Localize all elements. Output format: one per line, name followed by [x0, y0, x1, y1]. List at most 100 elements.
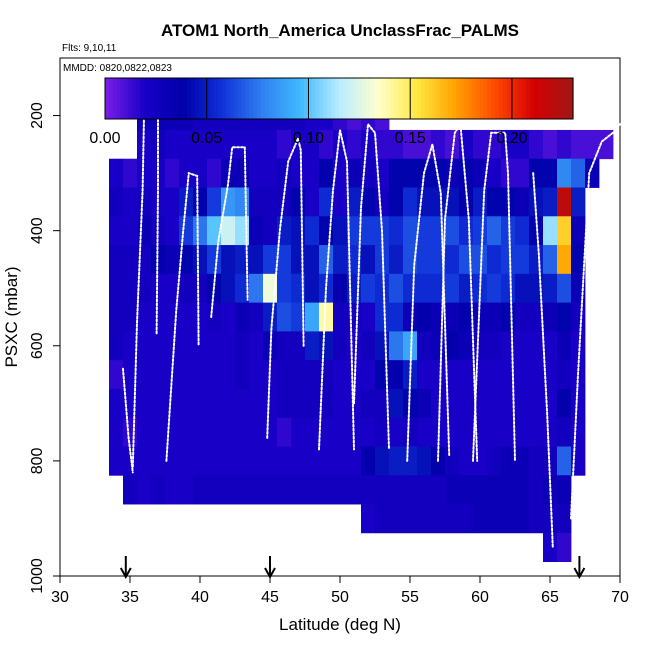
colorbar-segment	[428, 78, 434, 119]
heatmap-cell	[389, 129, 404, 160]
heatmap-cell	[165, 388, 180, 419]
colorbar-segment	[288, 78, 293, 119]
heatmap-cell	[263, 158, 278, 188]
heatmap-cell	[459, 187, 474, 217]
colorbar-segment	[549, 78, 555, 119]
colorbar-segment	[342, 78, 348, 119]
heatmap-cell	[375, 273, 390, 304]
flights-label: Flts: 9,10,11	[62, 43, 117, 54]
heatmap-cell	[319, 388, 334, 419]
heatmap-cell	[305, 158, 320, 188]
heatmap-cell	[179, 158, 194, 188]
colorbar-segment	[214, 78, 219, 119]
colorbar-segment	[510, 78, 516, 119]
heatmap-cell	[207, 187, 222, 217]
heatmap-cell	[165, 216, 180, 246]
colorbar-segment	[534, 78, 539, 119]
colorbar-segment	[335, 78, 340, 119]
heatmap-cell	[179, 273, 194, 304]
colorbar-segment	[311, 78, 317, 119]
heatmap-cell	[375, 446, 390, 476]
heatmap-cell	[487, 187, 502, 217]
heatmap-cell	[333, 331, 348, 361]
heatmap-cell	[515, 245, 530, 275]
colorbar-segment	[183, 78, 188, 119]
heatmap-cell	[277, 475, 292, 505]
x-tick-label: 40	[191, 589, 209, 606]
heatmap-cell	[543, 532, 558, 563]
heatmap-cell	[151, 302, 166, 332]
heatmap-cell	[445, 129, 460, 160]
colorbar-segment	[323, 78, 328, 119]
heatmap-cell	[207, 216, 222, 246]
colorbar-segment	[459, 78, 465, 119]
heatmap-cell	[473, 475, 488, 505]
colorbar-segment	[491, 78, 496, 119]
heatmap-cell	[179, 302, 194, 332]
heatmap-cell	[557, 158, 572, 188]
heatmap-cell	[361, 273, 376, 304]
heatmap-cell	[417, 446, 432, 476]
heatmap-cell	[361, 129, 376, 160]
heatmap-cell	[165, 273, 180, 304]
heatmap-cell	[123, 245, 138, 275]
heatmap-cell	[347, 216, 362, 246]
track-66-70	[570, 123, 621, 520]
heatmap-cell	[445, 504, 460, 534]
colorbar-segment	[487, 78, 492, 119]
heatmap-cell	[431, 388, 446, 419]
heatmap-cell	[529, 129, 544, 160]
heatmap-cell	[165, 129, 180, 160]
heatmap-cell	[109, 360, 124, 390]
heatmap-cell	[137, 446, 152, 476]
heatmap-cell	[221, 388, 236, 419]
heatmap-cell	[179, 388, 194, 419]
heatmap-cell	[375, 331, 390, 361]
x-tick-label: 45	[261, 589, 279, 606]
heatmap-cell	[123, 216, 138, 246]
heatmap-cell	[361, 216, 376, 246]
heatmap-cell	[417, 388, 432, 419]
colorbar-segment	[537, 78, 543, 119]
heatmap-cell	[165, 158, 180, 188]
colorbar-segment	[132, 78, 137, 119]
colorbar-segment	[206, 78, 211, 119]
heatmap-cell	[137, 187, 152, 217]
heatmap-cell	[137, 475, 152, 505]
colorbar-segment	[163, 78, 168, 119]
heatmap-cell	[501, 302, 516, 332]
heatmap-cell	[137, 388, 152, 419]
heatmap-cell	[305, 187, 320, 217]
heatmap-cell	[193, 360, 208, 390]
colorbar-segment	[471, 78, 477, 119]
track-55-57	[406, 144, 451, 462]
heatmap-cell	[347, 475, 362, 505]
colorbar-segment	[327, 78, 332, 119]
heatmap-cell	[515, 417, 530, 447]
heatmap-cell	[403, 302, 418, 332]
colorbar-segment	[370, 78, 375, 119]
heatmap-cell	[235, 273, 250, 304]
heatmap-cell	[305, 216, 320, 246]
heatmap-cell	[361, 187, 376, 217]
x-tick-label: 55	[401, 589, 419, 606]
heatmap-cell	[137, 417, 152, 447]
track-37-40	[165, 171, 200, 462]
colorbar-segment	[514, 78, 519, 119]
colorbar-segment	[405, 78, 410, 119]
heatmap-cell	[529, 216, 544, 246]
heatmap-cell	[557, 388, 572, 419]
heatmap-cell	[263, 446, 278, 476]
heatmap-cell	[305, 388, 320, 419]
heatmap-cell	[417, 129, 432, 160]
heatmap-cell	[543, 158, 558, 188]
heatmap-cell	[249, 302, 264, 332]
x-axis-label: Latitude (deg N)	[279, 615, 401, 634]
colorbar-segment	[530, 78, 535, 119]
heatmap-cell	[459, 273, 474, 304]
heatmap-cell	[319, 187, 334, 217]
colorbar-segment	[385, 78, 391, 119]
colorbar-segment	[292, 78, 297, 119]
colorbar-tick-label: 0.00	[89, 130, 120, 147]
heatmap-cell	[557, 446, 572, 476]
